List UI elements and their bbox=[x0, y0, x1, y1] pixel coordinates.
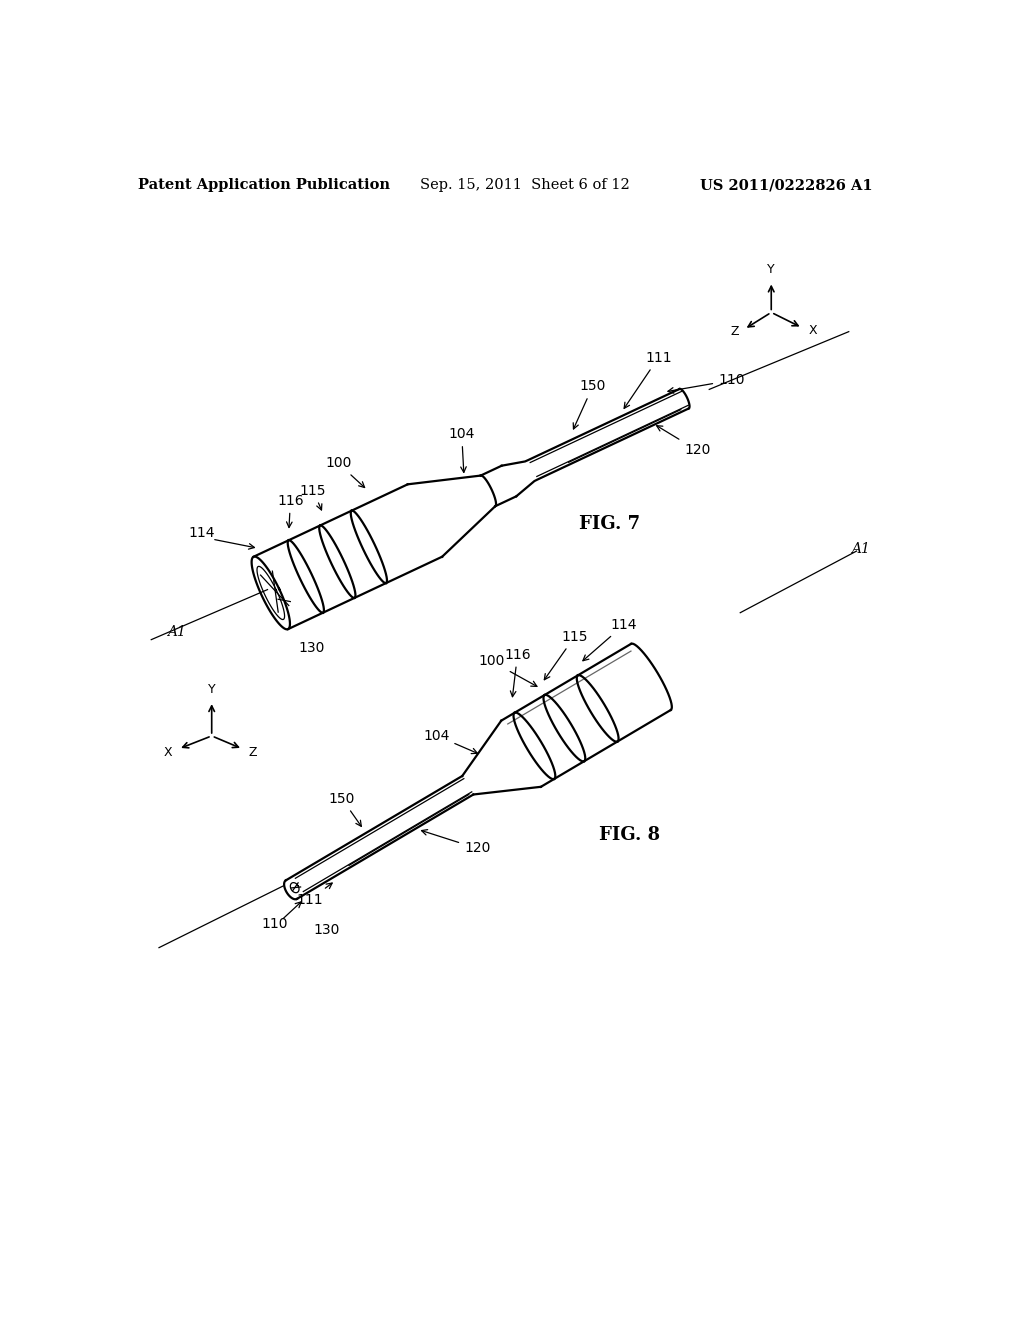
Text: 111: 111 bbox=[625, 351, 672, 408]
Text: 110: 110 bbox=[261, 917, 288, 932]
Text: 150: 150 bbox=[573, 379, 606, 429]
Text: Patent Application Publication: Patent Application Publication bbox=[137, 178, 389, 193]
Text: 111: 111 bbox=[297, 883, 332, 907]
Text: FIG. 7: FIG. 7 bbox=[579, 515, 640, 533]
Text: 116: 116 bbox=[504, 648, 530, 697]
Text: X: X bbox=[164, 746, 172, 759]
Text: Y: Y bbox=[767, 263, 775, 276]
Text: 100: 100 bbox=[325, 457, 365, 487]
Text: Sep. 15, 2011  Sheet 6 of 12: Sep. 15, 2011 Sheet 6 of 12 bbox=[420, 178, 630, 193]
Text: FIG. 8: FIG. 8 bbox=[599, 826, 660, 843]
Text: A1: A1 bbox=[851, 541, 869, 556]
Text: 120: 120 bbox=[656, 425, 711, 457]
Text: 104: 104 bbox=[449, 428, 475, 473]
Text: 100: 100 bbox=[478, 655, 537, 686]
Text: US 2011/0222826 A1: US 2011/0222826 A1 bbox=[700, 178, 873, 193]
Text: 116: 116 bbox=[278, 494, 304, 528]
Text: Y: Y bbox=[208, 682, 215, 696]
Text: 120: 120 bbox=[422, 830, 490, 855]
Text: Z: Z bbox=[730, 325, 738, 338]
Text: 110: 110 bbox=[668, 374, 744, 393]
Text: X: X bbox=[809, 323, 817, 337]
Text: 150: 150 bbox=[329, 792, 361, 826]
Text: Z: Z bbox=[248, 746, 257, 759]
Text: 130: 130 bbox=[313, 923, 340, 937]
Text: A1: A1 bbox=[167, 624, 185, 639]
Text: 114: 114 bbox=[188, 525, 215, 540]
Text: 104: 104 bbox=[423, 729, 477, 754]
Text: 115: 115 bbox=[300, 483, 327, 510]
Text: 115: 115 bbox=[545, 630, 588, 680]
Text: 114: 114 bbox=[583, 618, 637, 661]
Text: 130: 130 bbox=[298, 640, 325, 655]
